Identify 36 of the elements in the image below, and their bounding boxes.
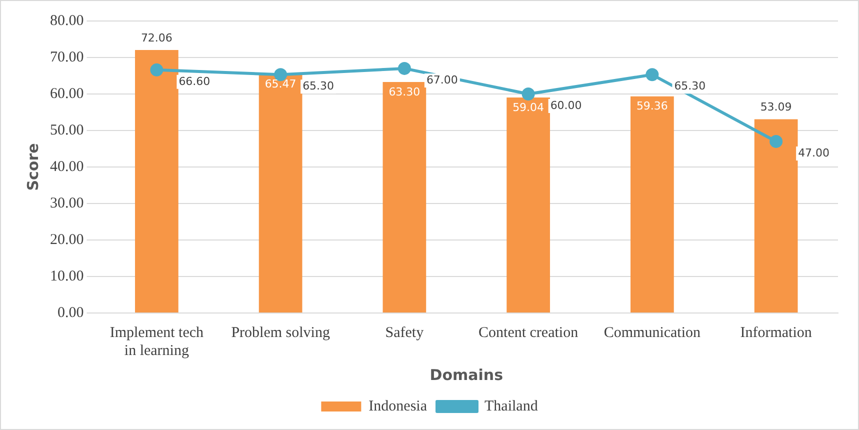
data-label: 67.00 [426, 73, 458, 86]
data-label: 65.30 [302, 80, 334, 93]
y-tick-label: 40.00 [50, 158, 84, 175]
data-label: 59.36 [636, 100, 668, 113]
y-tick-label: 50.00 [50, 122, 84, 138]
point [770, 134, 783, 148]
data-label: 63.30 [388, 85, 420, 98]
data-label: 60.00 [550, 98, 582, 112]
point [150, 63, 164, 76]
y-tick-label: 30.00 [50, 195, 84, 212]
y-tick-label: 60.00 [50, 86, 84, 102]
x-tick-label: Communication [604, 324, 702, 341]
x-tick-label: Information [740, 324, 812, 341]
x-tick-label: Problem solving [231, 324, 330, 341]
y-tick-label: 0.00 [58, 304, 84, 321]
y-tick-label: 10.00 [50, 268, 84, 284]
y-axis-title: Score [24, 143, 42, 191]
data-label: 65.30 [674, 80, 706, 93]
data-label: 59.04 [512, 100, 544, 114]
legend-label: Thailand [484, 398, 538, 414]
y-tick-label: 70.00 [50, 49, 84, 66]
x-tick-label: Implement tech in learning [110, 324, 204, 359]
x-tick-label: Content creation [478, 324, 579, 341]
y-tick-label: 80.00 [50, 12, 84, 29]
x-axis-title: Domains [430, 366, 504, 384]
point [398, 62, 411, 75]
y-tick-label: 20.00 [50, 232, 84, 248]
data-label: 66.60 [178, 74, 210, 88]
data-label: 53.09 [760, 100, 792, 114]
point [522, 88, 535, 100]
legend-label: Indonesia [368, 398, 428, 414]
x-tick-label: Safety [385, 324, 424, 341]
point [646, 68, 659, 82]
data-label: 47.00 [798, 146, 830, 160]
data-label: 65.47 [264, 77, 296, 90]
data-label: 72.06 [140, 31, 172, 44]
